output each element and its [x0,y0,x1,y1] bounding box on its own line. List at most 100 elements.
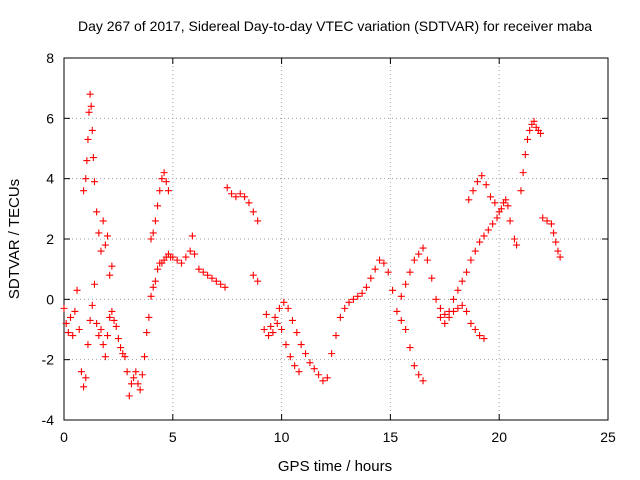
data-point [273,319,281,327]
data-point [402,326,410,333]
data-point [60,304,68,312]
data-point [223,184,231,192]
series-rise-4to8h [143,232,229,337]
data-point [297,341,305,349]
data-point [280,298,288,306]
data-point [85,108,93,116]
data-point [415,250,423,258]
series-dip-10to13h [249,256,427,385]
data-point [188,232,196,240]
data-point [389,286,397,294]
y-tick-label: 8 [46,50,54,66]
data-point [106,313,114,321]
data-point [95,332,103,340]
data-point [473,178,481,186]
data-point [267,322,275,330]
data-point [463,268,471,276]
data-point [269,329,277,337]
y-tick-label: -4 [42,412,55,428]
data-point [84,341,92,349]
series-spike-1h [80,90,116,279]
data-point [556,253,564,261]
data-point [108,262,116,270]
data-point [67,313,75,321]
data-point [521,151,529,159]
data-point [371,265,379,273]
data-point [262,310,270,318]
data-point [151,277,159,285]
data-point [156,187,164,195]
x-tick-label: 10 [274,429,290,445]
data-point [106,271,114,279]
y-tick-label: -2 [42,352,55,368]
data-point [358,289,366,297]
data-point [86,316,94,324]
data-point [173,256,181,264]
data-point [127,380,135,388]
data-point [195,265,203,273]
data-point [160,169,168,177]
data-point [99,341,107,349]
data-point [104,332,112,340]
data-point [260,326,268,333]
data-point [480,335,488,343]
data-point [458,277,466,285]
chart-title: Day 267 of 2017, Sidereal Day-to-day VTE… [78,18,592,34]
data-point [90,280,98,288]
data-point [99,217,107,225]
data-point [82,175,90,183]
data-point [454,286,462,294]
data-point [199,268,207,276]
data-point [254,217,262,225]
data-point [275,304,283,312]
data-point [186,247,194,255]
data-point [406,344,414,352]
series-late-16to20h [397,196,521,327]
data-point [282,341,290,349]
data-point [182,253,190,261]
data-point [77,368,85,376]
data-point [110,316,118,324]
data-point [82,374,90,382]
data-point [164,187,172,195]
data-point [143,329,151,337]
data-point [332,332,340,340]
data-point [265,332,273,340]
data-point [467,319,475,327]
data-point [241,193,249,201]
series-dip-18h [436,301,488,343]
data-point [315,371,323,379]
x-tick-labels: 0 5 10 15 20 25 [60,429,616,445]
data-point [114,335,122,343]
x-tick-label: 0 [60,429,68,445]
data-point [73,286,81,294]
data-point [108,307,116,315]
data-point [552,238,560,246]
data-point [286,353,294,361]
data-point [376,256,384,264]
data-point [349,295,357,303]
data-point [467,256,475,264]
data-point [90,178,98,186]
data-point [336,313,344,321]
data-point [506,217,514,225]
data-point [86,90,94,98]
data-point [436,304,444,312]
data-point [441,319,449,327]
data-point [254,277,262,285]
series-hump-4h [147,169,172,243]
data-point [147,292,155,300]
data-point [306,359,314,367]
y-tick-label: 2 [46,231,54,247]
data-point [293,329,301,337]
data-point [249,208,257,216]
data-point [169,253,177,261]
data-point [125,392,133,400]
data-point [178,259,186,267]
data-point [480,232,488,240]
data-point [141,353,149,361]
data-point [354,292,362,300]
data-point [406,268,414,276]
data-point [362,283,370,291]
data-point [484,226,492,234]
